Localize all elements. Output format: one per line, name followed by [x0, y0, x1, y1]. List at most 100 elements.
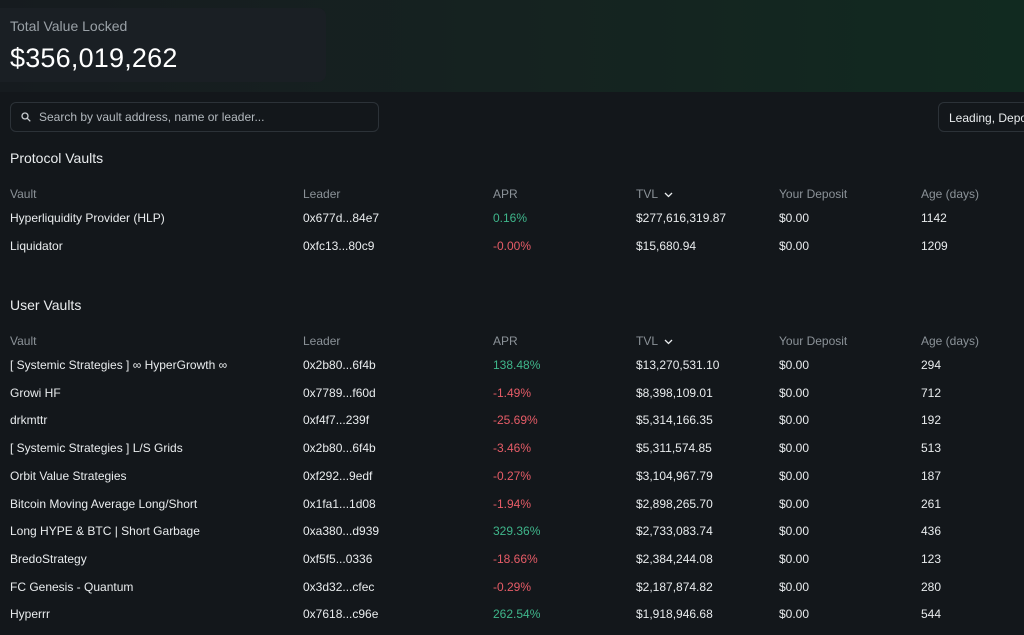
vault-leader: 0xf292...9edf [303, 468, 373, 483]
vault-name[interactable]: drkmttr [10, 413, 48, 428]
table-row[interactable]: Long HYPE & BTC | Short Garbage 0xa380...… [0, 524, 1024, 542]
user-vaults-title: User Vaults [10, 297, 82, 313]
vault-leader: 0x2b80...6f4b [303, 441, 376, 456]
vault-apr: 0.16% [493, 211, 528, 225]
vault-deposit: $0.00 [779, 607, 810, 622]
table-row[interactable]: [ Systemic Strategies ] ∞ HyperGrowth ∞ 0… [0, 358, 1024, 376]
vault-deposit: $0.00 [779, 358, 810, 372]
vault-apr: 138.48% [493, 358, 541, 372]
vault-tvl: $13,270,531.10 [636, 358, 720, 372]
table-row[interactable]: BredoStrategy 0xf5f5...0336 -18.66% $2,384,… [0, 552, 1024, 570]
vault-age: 712 [921, 385, 942, 400]
chevron-down-icon[interactable] [664, 339, 673, 345]
vault-tvl: $2,898,265.70 [636, 496, 713, 511]
vault-leader: 0x7789...f60d [303, 385, 376, 400]
vault-leader: 0x1fa1...1d08 [303, 496, 376, 511]
vault-tvl: $3,104,967.79 [636, 468, 713, 483]
table-row[interactable]: Liquidator 0xfc13...80c9 -0.00% $15,680.94 $… [0, 239, 1024, 257]
vault-leader: 0x3d32...cfec [303, 579, 375, 594]
vault-age: 1142 [921, 211, 947, 225]
search-input[interactable] [39, 110, 359, 124]
vault-tvl: $2,187,874.82 [636, 579, 713, 594]
vault-leader: 0x677d...84e7 [303, 211, 380, 225]
vault-age: 294 [921, 358, 942, 372]
vault-name[interactable]: BredoStrategy [10, 551, 87, 566]
tvl-value: $356,019,262 [10, 43, 178, 73]
filter-dropdown[interactable]: Leading, Deposited, Others [938, 102, 1024, 132]
vault-age: 436 [921, 524, 942, 539]
table-row[interactable]: Hyperliquidity Provider (HLP) 0x677d...84… [0, 211, 1024, 229]
vault-name[interactable]: Liquidator [10, 239, 63, 253]
vault-deposit: $0.00 [779, 385, 810, 400]
vault-leader: 0xf4f7...239f [303, 413, 370, 428]
vault-apr: -3.46% [493, 441, 532, 456]
vault-tvl: $2,384,244.08 [636, 551, 713, 566]
search-icon [21, 112, 31, 122]
col-header-tvl[interactable]: TVL [636, 187, 673, 201]
vault-apr: -1.49% [493, 385, 532, 400]
table-row[interactable]: Growi HF 0x7789...f60d -1.49% $8,398,109.01… [0, 386, 1024, 404]
user-header-row: Vault Leader APR TVL Your Deposit Age (days) [0, 334, 1024, 352]
vault-tvl: $8,398,109.01 [636, 385, 713, 400]
vault-age: 513 [921, 441, 942, 456]
col-header-leader[interactable]: Leader [303, 334, 341, 348]
vault-tvl: $277,616,319.87 [636, 211, 727, 225]
vault-name[interactable]: Growi HF [10, 385, 61, 400]
table-row[interactable]: FC Genesis - Quantum 0x3d32...cfec -0.29% $… [0, 580, 1024, 598]
search-box[interactable] [10, 102, 379, 132]
vault-apr: -0.29% [493, 579, 532, 594]
vault-deposit: $0.00 [779, 551, 810, 566]
vault-age: 123 [921, 551, 942, 566]
vault-apr: -1.94% [493, 496, 532, 511]
table-row[interactable]: drkmttr 0xf4f7...239f -25.69% $5,314,166.35… [0, 413, 1024, 431]
vault-name[interactable]: Long HYPE & BTC | Short Garbage [10, 524, 200, 539]
vault-name[interactable]: [ Systemic Strategies ] ∞ HyperGrowth ∞ [10, 358, 228, 372]
vault-name[interactable]: Orbit Value Strategies [10, 468, 127, 483]
chevron-down-icon[interactable] [664, 192, 673, 198]
vault-apr: -0.00% [493, 239, 532, 253]
vault-name[interactable]: Bitcoin Moving Average Long/Short [10, 496, 198, 511]
vault-apr: 329.36% [493, 524, 541, 539]
vault-deposit: $0.00 [779, 211, 810, 225]
vault-tvl: $15,680.94 [636, 239, 697, 253]
vault-leader: 0xa380...d939 [303, 524, 380, 539]
col-header-tvl[interactable]: TVL [636, 334, 673, 348]
vault-leader: 0x7618...c96e [303, 607, 379, 622]
tvl-card: Total Value Locked $356,019,262 [0, 8, 326, 82]
vault-name[interactable]: Hyperrr [10, 607, 51, 622]
vault-deposit: $0.00 [779, 524, 810, 539]
vault-deposit: $0.00 [779, 579, 810, 594]
vault-age: 544 [921, 607, 942, 622]
vault-name[interactable]: FC Genesis - Quantum [10, 579, 134, 594]
vault-apr: -25.69% [493, 413, 538, 428]
table-row[interactable]: Hyperrr 0x7618...c96e 262.54% $1,918,946.68… [0, 607, 1024, 625]
vault-apr: -0.27% [493, 468, 532, 483]
col-header-apr[interactable]: APR [493, 187, 518, 201]
table-row[interactable]: Orbit Value Strategies 0xf292...9edf -0.27… [0, 469, 1024, 487]
col-header-leader[interactable]: Leader [303, 187, 341, 201]
col-header-age[interactable]: Age (days) [921, 334, 980, 348]
vault-tvl: $5,311,574.85 [636, 441, 712, 456]
vault-tvl: $1,918,946.68 [636, 607, 713, 622]
table-row[interactable]: [ Systemic Strategies ] L/S Grids 0x2b80.… [0, 441, 1024, 459]
col-header-deposit[interactable]: Your Deposit [779, 187, 848, 201]
vault-leader: 0xf5f5...0336 [303, 551, 373, 566]
vault-age: 280 [921, 579, 942, 594]
vault-deposit: $0.00 [779, 441, 810, 456]
vault-deposit: $0.00 [779, 413, 810, 428]
vault-age: 187 [921, 468, 942, 483]
vault-apr: 262.54% [493, 607, 541, 622]
tvl-label: Total Value Locked [10, 18, 128, 34]
vault-deposit: $0.00 [779, 468, 810, 483]
col-header-age[interactable]: Age (days) [921, 187, 980, 201]
vault-age: 192 [921, 413, 942, 428]
vault-name[interactable]: [ Systemic Strategies ] L/S Grids [10, 441, 183, 456]
table-row[interactable]: Bitcoin Moving Average Long/Short 0x1fa1.… [0, 497, 1024, 515]
col-header-apr[interactable]: APR [493, 334, 518, 348]
vault-name[interactable]: Hyperliquidity Provider (HLP) [10, 211, 165, 225]
col-header-deposit[interactable]: Your Deposit [779, 334, 848, 348]
vault-deposit: $0.00 [779, 239, 810, 253]
protocol-vaults-title: Protocol Vaults [10, 150, 104, 166]
col-header-vault[interactable]: Vault [10, 334, 37, 348]
col-header-vault[interactable]: Vault [10, 187, 37, 201]
